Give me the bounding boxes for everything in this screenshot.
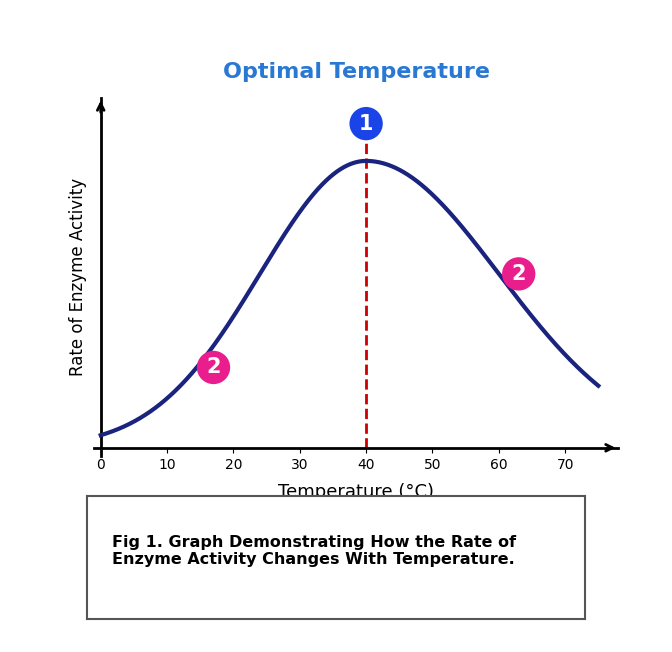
Text: 2: 2 (511, 264, 526, 284)
Text: 1: 1 (359, 113, 374, 134)
X-axis label: Temperature (°C): Temperature (°C) (278, 482, 434, 501)
Text: 2: 2 (206, 357, 221, 378)
Text: Fig 1. Graph Demonstrating How the Rate of
Enzyme Activity Changes With Temperat: Fig 1. Graph Demonstrating How the Rate … (112, 535, 516, 567)
Y-axis label: Rate of Enzyme Activity: Rate of Enzyme Activity (69, 178, 87, 376)
Title: Optimal Temperature: Optimal Temperature (222, 63, 490, 82)
